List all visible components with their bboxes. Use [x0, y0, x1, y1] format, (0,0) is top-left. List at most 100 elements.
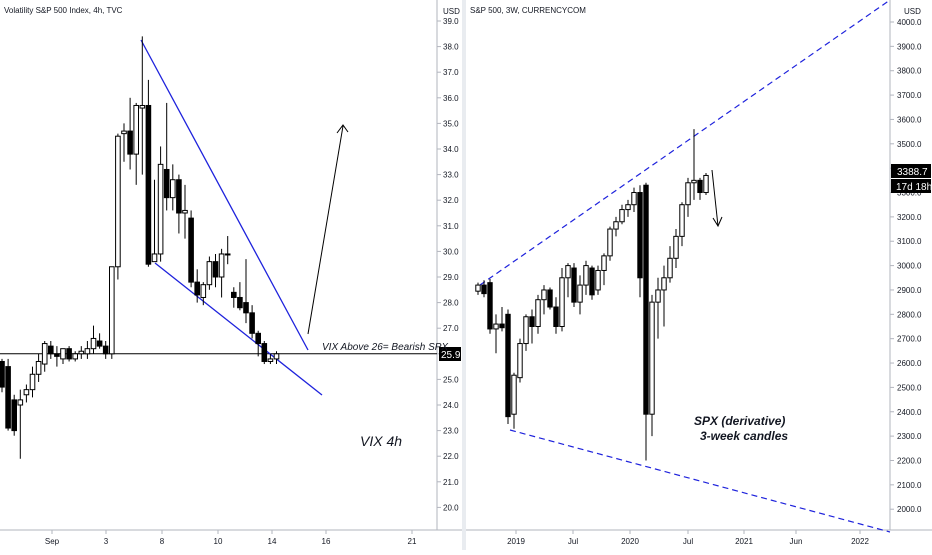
vix-y-tick-label: 38.0	[443, 43, 459, 52]
spx-candle-body	[703, 174, 709, 194]
spx-y-tick-label: 2800.0	[897, 310, 922, 319]
vix-y-tick-label: 37.0	[443, 68, 459, 77]
spx-x-tick-label: Jul	[568, 537, 578, 546]
vix-y-tick-label: 27.0	[443, 324, 459, 333]
vix-candle-body	[84, 348, 91, 355]
vix-candle-body	[176, 179, 182, 214]
vix-x-tick-label: 8	[160, 537, 165, 546]
spx-y-tick-label: 3800.0	[897, 67, 922, 76]
vix-y-tick-label: 22.0	[443, 452, 459, 461]
spx-annotation-line1: SPX (derivative)	[694, 414, 785, 428]
vix-projection-arrow	[307, 125, 344, 335]
vix-y-tick-label: 20.0	[443, 503, 459, 512]
spx-candle-body	[601, 255, 607, 271]
vix-candle-body	[163, 168, 170, 199]
vix-candle-body	[212, 261, 219, 278]
spx-candle-body	[697, 179, 703, 194]
wedge-lower-line	[154, 262, 323, 396]
vix-candle-body	[66, 348, 72, 360]
spx-x-tick-label: 2020	[621, 537, 639, 546]
vix-candle-body	[255, 332, 261, 345]
vix-y-tick-label: 39.0	[443, 17, 459, 26]
vix-candle-body	[23, 389, 30, 396]
vix-candle-body	[145, 104, 152, 265]
vix-candle-body	[127, 130, 133, 155]
spx-candle-body	[571, 267, 577, 303]
panel-divider[interactable]	[462, 0, 466, 550]
vix-candle-body	[41, 343, 48, 365]
spx-upper-trendline	[479, 0, 891, 286]
vix-candle-body	[182, 209, 188, 214]
spx-countdown: 17d 18h	[896, 182, 932, 193]
spx-candle-body	[649, 301, 655, 415]
spx-candle-body	[511, 374, 517, 415]
spx-y-tick-label: 3300.0	[897, 189, 922, 198]
vix-x-tick-label: 3	[104, 537, 109, 546]
vix-candle-body	[224, 253, 231, 256]
spx-x-tick-label: Jun	[790, 537, 803, 546]
vix-candle-body	[170, 179, 176, 199]
vix-candle-body	[48, 345, 54, 355]
vix-candle-body	[261, 343, 268, 362]
spx-candle-body	[673, 235, 679, 259]
spx-y-tick-label: 2900.0	[897, 286, 922, 295]
vix-y-tick-label: 36.0	[443, 94, 459, 103]
spx-x-tick-label: 2021	[735, 537, 753, 546]
spx-x-tick-label: 2022	[851, 537, 869, 546]
spx-candle-body	[625, 204, 631, 211]
spx-y-tick-label: 3100.0	[897, 237, 922, 246]
vix-time-axis[interactable]: Sep 3 8 10 14 16 21	[0, 529, 462, 546]
spx-price-axis[interactable]: 2000.0 2100.0 2200.0 2300.0 2400.0 2500.0 2600…	[889, 0, 922, 530]
vix-candle-body	[78, 350, 85, 355]
spx-candle-body	[577, 284, 583, 303]
vix-candle-body	[188, 217, 194, 283]
vix-candle-body	[109, 266, 115, 355]
vix-candle-body	[90, 337, 97, 350]
spx-candle-body	[637, 192, 643, 279]
spx-candle-body	[517, 343, 523, 379]
spx-candle-body	[583, 265, 589, 286]
spx-candle-body	[685, 182, 691, 206]
spx-y-tick-label: 2600.0	[897, 359, 922, 368]
vix-x-tick-label: 16	[322, 537, 331, 546]
vix-y-tick-label: 30.0	[443, 247, 459, 256]
spx-y-tick-label: 2300.0	[897, 432, 922, 441]
vix-candle-body	[72, 353, 79, 360]
wedge-upper-line	[140, 39, 309, 351]
spx-candle-body	[655, 289, 661, 303]
spx-candle-body	[559, 277, 565, 327]
spx-candle-body	[661, 277, 667, 291]
vix-candle-body	[218, 253, 225, 278]
vix-candle-body	[139, 104, 146, 109]
vix-y-tick-label: 31.0	[443, 222, 459, 231]
vix-price-label: 25.9	[439, 347, 461, 361]
spx-y-tick-label: 3500.0	[897, 140, 922, 149]
spx-candle-body	[553, 306, 559, 327]
vix-candle-body	[206, 261, 213, 286]
vix-y-tick-label: 34.0	[443, 145, 459, 154]
vix-candle-body	[5, 366, 11, 429]
spx-x-tick-label: 2019	[507, 537, 525, 546]
spx-candle-body	[667, 257, 673, 279]
spx-arrow-head	[712, 216, 723, 228]
spx-currency-label: USD	[904, 7, 921, 16]
vix-price-axis[interactable]: 20.021.022.023.024.025.026.027.028.029.0…	[436, 0, 459, 530]
spx-price-label: 3388.7 17d 18h	[891, 164, 932, 193]
vix-y-tick-label: 23.0	[443, 427, 459, 436]
vix-candle-body	[29, 373, 36, 391]
spx-candle-body	[607, 228, 613, 257]
vix-candle-body	[35, 360, 42, 375]
vix-timeframe-annotation: VIX 4h	[360, 433, 402, 449]
vix-chart-title: Volatility S&P 500 Index, 4h, TVC	[4, 6, 123, 15]
spx-candle-body	[487, 282, 493, 330]
vix-candle-body	[243, 302, 249, 314]
spx-time-axis[interactable]: 2019 Jul 2020 Jul 2021 Jun 2022	[466, 529, 932, 546]
spx-y-tick-label: 2700.0	[897, 335, 922, 344]
spx-candle-body	[505, 313, 511, 418]
vix-chart-panel: Volatility S&P 500 Index, 4h, TVC USD 20…	[0, 0, 462, 546]
spx-projection-arrow	[711, 169, 719, 227]
vix-x-tick-label: 10	[214, 537, 223, 546]
spx-candle-body	[565, 265, 571, 279]
